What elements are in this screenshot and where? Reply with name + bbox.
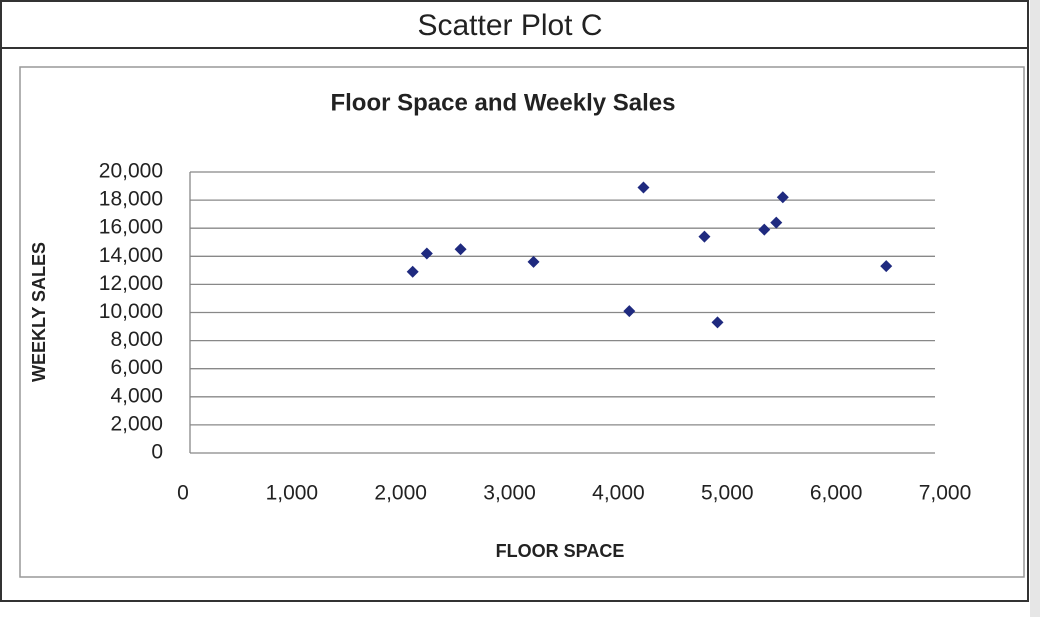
chart-title: Floor Space and Weekly Sales xyxy=(330,89,675,116)
chart-area xyxy=(19,66,1025,578)
point xyxy=(454,243,467,256)
point xyxy=(637,181,650,194)
y-tick-label: 4,000 xyxy=(110,384,163,407)
point xyxy=(406,265,419,278)
frame xyxy=(0,0,1029,602)
y-tick-label: 0 xyxy=(151,441,163,464)
y-tick-label: 14,000 xyxy=(99,244,163,267)
point xyxy=(758,223,771,236)
x-tick-label: 1,000 xyxy=(266,482,319,505)
point xyxy=(527,255,540,268)
point xyxy=(420,247,433,260)
x-tick-label: 5,000 xyxy=(701,482,754,505)
x-tick-label: 0 xyxy=(177,482,189,505)
header-title: Scatter Plot C xyxy=(417,9,602,42)
y-tick-label: 10,000 xyxy=(99,300,163,323)
point xyxy=(776,191,789,204)
x-tick-label: 2,000 xyxy=(374,482,427,505)
point xyxy=(623,305,636,318)
y-tick-label: 8,000 xyxy=(110,328,163,351)
x-tick-label: 6,000 xyxy=(810,482,863,505)
scrollbar xyxy=(1030,0,1040,617)
x-tick-label: 3,000 xyxy=(483,482,536,505)
y-tick-label: 16,000 xyxy=(99,216,163,239)
y-tick-label: 2,000 xyxy=(110,412,163,435)
y-tick-label: 20,000 xyxy=(99,160,163,183)
y-tick-label: 6,000 xyxy=(110,356,163,379)
y-tick-label: 18,000 xyxy=(99,188,163,211)
point xyxy=(770,216,783,229)
x-tick-label: 7,000 xyxy=(919,482,972,505)
y-tick-label: 12,000 xyxy=(99,272,163,295)
x-tick-label: 4,000 xyxy=(592,482,645,505)
point xyxy=(880,260,893,273)
point xyxy=(698,230,711,243)
point xyxy=(711,316,724,329)
y-axis-label: WEEKLY SALES xyxy=(29,242,49,382)
x-axis-label: FLOOR SPACE xyxy=(496,541,625,561)
